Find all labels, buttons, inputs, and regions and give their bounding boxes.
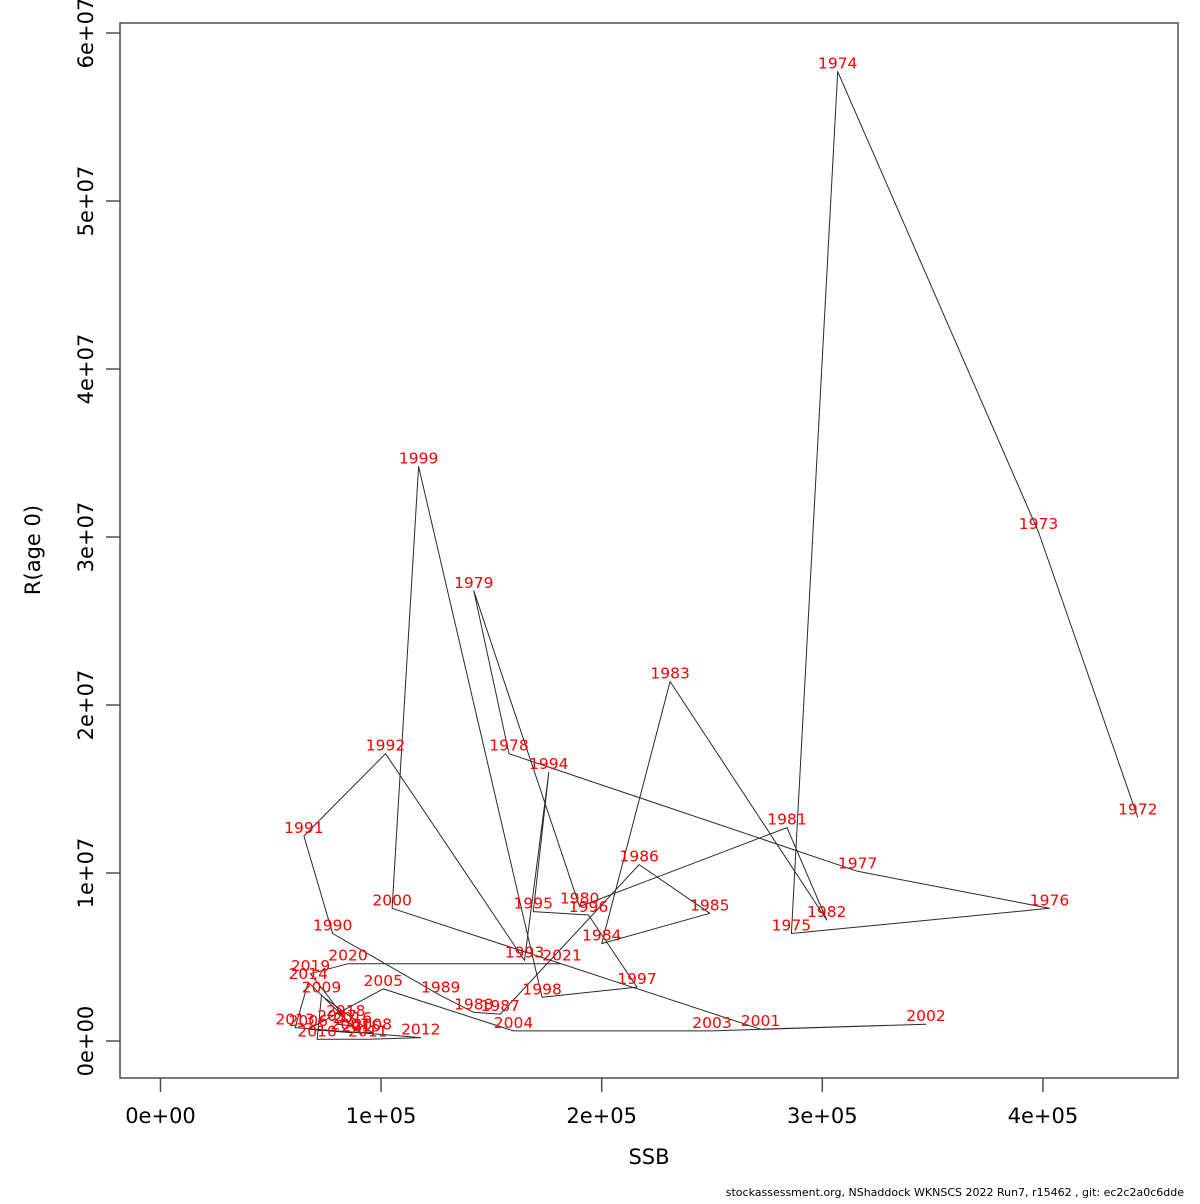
year-label: 2009 [302,979,341,997]
year-label: 2005 [364,972,403,990]
year-label: 2001 [741,1012,780,1030]
year-label: 1973 [1019,515,1058,533]
plot-border [119,22,1179,1079]
year-label: 1982 [807,903,846,921]
year-label: 2018 [326,1002,365,1020]
year-label: 1999 [399,449,438,467]
year-label: 2002 [906,1007,945,1025]
year-label: 2013 [275,1011,314,1029]
year-label: 1986 [619,848,658,866]
year-label: 2008 [353,1016,392,1034]
year-label: 2014 [289,965,328,983]
year-label: 1997 [617,970,656,988]
year-label: 1996 [569,898,608,916]
y-tick-label: 3e+07 [74,502,98,573]
x-tick-label: 0e+00 [125,1104,196,1128]
year-label: 2003 [692,1014,731,1032]
year-label: 2016 [333,1009,372,1027]
x-tick-label: 2e+05 [566,1104,637,1128]
y-axis-title: R(age 0) [21,505,45,595]
year-label: 1991 [284,819,323,837]
year-label: 2000 [372,891,411,909]
year-label: 1995 [514,895,553,913]
year-label: 1981 [767,811,806,829]
year-label: 1993 [505,943,544,961]
y-tick-label: 2e+07 [74,670,98,741]
year-label: 2006 [289,1012,328,1030]
series-line-group [294,71,1139,1040]
year-label: 1990 [313,917,352,935]
year-label: 2015 [341,1017,380,1035]
year-label: 1974 [818,55,857,73]
y-tick-label: 4e+07 [74,334,98,405]
year-label: 2007 [330,1016,369,1034]
y-tick-label: 1e+07 [74,838,98,909]
year-label: 1978 [489,737,528,755]
year-label: 1994 [529,755,568,773]
x-axis-title: SSB [628,1145,669,1169]
x-tick-label: 3e+05 [787,1104,858,1128]
year-label: 1987 [480,997,519,1015]
footer-credit: stockassessment.org, NShaddock WKNSCS 20… [726,1186,1184,1199]
year-label: 1976 [1030,891,1069,909]
year-label: 1985 [690,896,729,914]
year-label: 1977 [838,854,877,872]
year-label: 2019 [291,957,330,975]
year-label: 1975 [772,917,811,935]
year-label: 2010 [297,1022,336,1040]
y-tick-label: 6e+07 [74,0,98,68]
year-label: 1992 [366,737,405,755]
y-tick-label: 5e+07 [74,166,98,237]
year-label: 1980 [560,890,599,908]
y-tick-label: 0e+00 [74,1006,98,1077]
series-line [294,71,1139,1040]
year-label: 1989 [421,979,460,997]
year-label: 2011 [348,1022,387,1040]
year-label: 2020 [328,947,367,965]
year-label: 1972 [1118,801,1157,819]
year-label: 2012 [401,1021,440,1039]
year-label: 1983 [650,665,689,683]
year-labels-group: 1972 1973 1974 1975 1976 1977 1978 1979 1980 1981… [275,55,1157,1041]
year-label: 1979 [454,574,493,592]
year-label: 1984 [582,927,621,945]
x-tick-label: 4e+05 [1008,1104,1079,1128]
year-label: 2017 [317,1007,356,1025]
x-axis: 0e+00 1e+05 2e+05 3e+05 4e+05 [125,1078,1078,1128]
year-label: 2004 [494,1014,533,1032]
y-axis: 0e+00 1e+07 2e+07 3e+07 4e+07 5e+07 6e+07 [74,0,120,1076]
year-label: 1988 [454,995,493,1013]
x-tick-label: 1e+05 [346,1104,417,1128]
year-label: 2021 [542,947,581,965]
year-label: 1998 [522,980,561,998]
